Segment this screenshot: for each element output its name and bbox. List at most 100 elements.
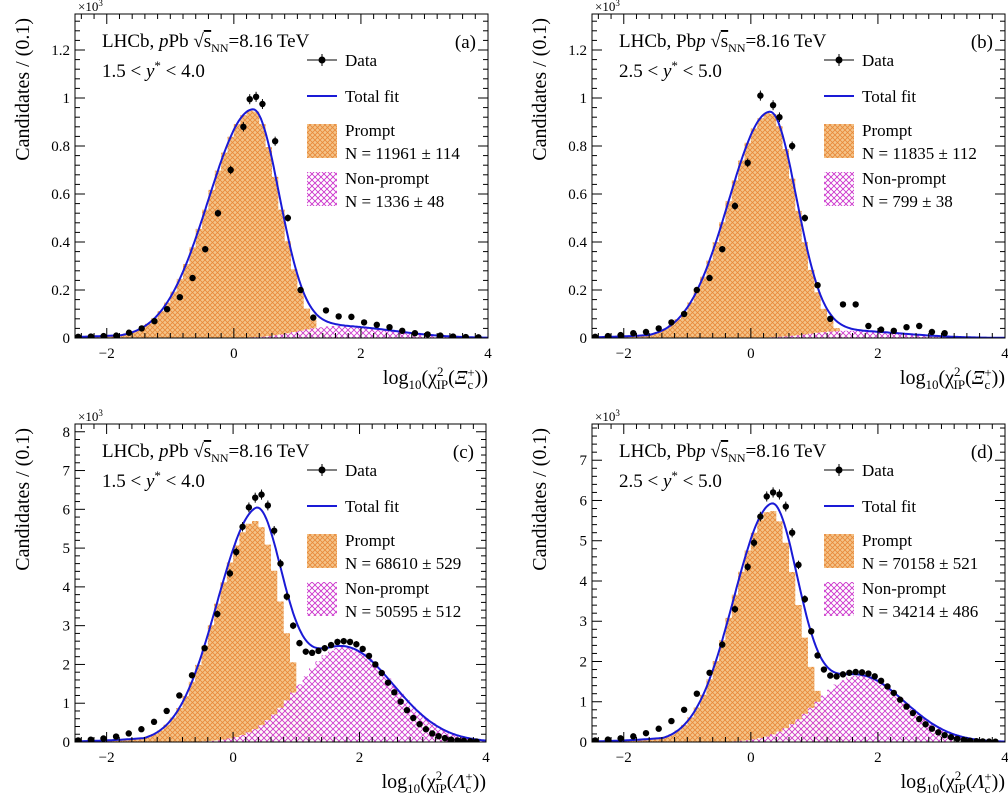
data-point [903, 324, 910, 331]
data-point [769, 102, 777, 109]
y-tick-label: 0.4 [51, 235, 70, 251]
data-point [941, 330, 948, 337]
x-tick-label: 2 [356, 750, 364, 766]
data-point [462, 333, 469, 338]
legend-nonprompt-label: Non-prompt [345, 169, 429, 188]
rapidity-label: 2.5 < y* < 5.0 [619, 58, 722, 82]
legend-nonprompt-yield: N = 1336 ± 48 [345, 192, 444, 211]
y-tick-label: 8 [63, 425, 71, 441]
y-tick-label: 0.6 [568, 187, 587, 203]
data-point [214, 210, 222, 217]
header-line: LHCb, pPb √sNN=8.16 TeV [102, 441, 310, 465]
data-point [360, 319, 368, 326]
data-point [188, 672, 196, 679]
legend-nonprompt-label: Non-prompt [862, 579, 946, 598]
x-tick-label: 4 [1001, 346, 1008, 362]
y-tick-label: 2 [580, 654, 588, 670]
y-tick-label: 1 [580, 695, 588, 711]
data-point [827, 672, 834, 679]
y-tick-label: 0.4 [568, 235, 587, 251]
legend-data-marker [318, 466, 326, 474]
data-point [903, 703, 910, 710]
data-point [865, 322, 872, 330]
data-point [846, 669, 853, 676]
data-point [877, 326, 885, 333]
data-point [935, 729, 942, 736]
data-point [460, 737, 468, 742]
legend-fit-label: Total fit [862, 87, 916, 106]
legend-nonprompt-swatch [307, 582, 337, 616]
x-tick-label: 2 [357, 346, 365, 362]
data-point [966, 737, 974, 742]
legend-nonprompt-label: Non-prompt [345, 579, 429, 598]
data-point [271, 138, 279, 145]
data-point [422, 726, 430, 733]
data-point [909, 709, 917, 717]
x-tick-label: 2 [874, 346, 882, 362]
data-point [617, 735, 624, 742]
y-axis-label: Candidates / (0.1) [12, 428, 34, 571]
legend-prompt-label: Prompt [862, 531, 912, 550]
data-point [992, 738, 999, 742]
data-point [334, 638, 341, 646]
y-tick-label: 0 [63, 735, 71, 751]
y-tick-label: 1.2 [51, 43, 70, 59]
data-point [473, 738, 480, 742]
legend-nonprompt-yield: N = 799 ± 38 [862, 192, 953, 211]
plot-frame [591, 423, 1006, 743]
y-tick-label: 1 [63, 91, 71, 107]
data-point [954, 735, 961, 742]
data-point [308, 649, 316, 657]
y-tick-label: 3 [63, 619, 71, 635]
data-point [795, 561, 802, 569]
data-point [769, 489, 777, 496]
data-point [788, 142, 796, 150]
y-tick-label: 4 [63, 580, 71, 596]
data-point [416, 720, 423, 728]
data-point [604, 332, 612, 338]
data-point [941, 731, 948, 739]
legend-data-label: Data [345, 51, 378, 70]
y-tick-label: 6 [63, 502, 71, 518]
data-point [112, 733, 120, 740]
data-point [782, 503, 789, 510]
panel-d: −2 0 2 4 0 1 2 3 4 5 6 7 ×103 Candidates / (0.1) log10… [529, 408, 1008, 796]
data-point [604, 736, 612, 742]
nonprompt-component [592, 330, 1005, 338]
data-point [719, 246, 726, 253]
legend-prompt-yield: N = 70158 ± 521 [862, 554, 978, 573]
data-point [896, 696, 904, 703]
data-point [75, 333, 82, 338]
x-tick-label: 4 [1001, 750, 1008, 766]
data-point [410, 714, 417, 722]
data-point [321, 644, 328, 652]
data-point [877, 677, 885, 685]
data-point [922, 721, 929, 728]
rapidity-label: 1.5 < y* < 4.0 [102, 468, 205, 492]
data-point [252, 93, 260, 101]
data-point [668, 319, 675, 326]
prompt-component [75, 521, 486, 742]
header-line: LHCb, pPb √sNN=8.16 TeV [102, 31, 310, 55]
legend-data-label: Data [862, 51, 895, 70]
y-axis-label: Candidates / (0.1) [529, 18, 551, 161]
panel-b: −2 0 2 4 0 0.2 0.4 0.6 0.8 1 1.2 ×103 Candidates / (… [529, 0, 1008, 392]
plot-area [75, 489, 486, 742]
data-point [617, 331, 624, 338]
legend-data-label: Data [862, 461, 895, 480]
legend-prompt-label: Prompt [345, 531, 395, 550]
data-point [226, 570, 234, 577]
data-point [928, 725, 936, 732]
legend-prompt-label: Prompt [345, 121, 395, 140]
data-point [890, 689, 898, 697]
data-point [693, 690, 701, 697]
data-point [947, 733, 955, 741]
x-tick-label: 0 [230, 346, 238, 362]
data-point [87, 333, 95, 338]
y-tick-label: 0.2 [568, 283, 587, 299]
data-point [441, 734, 449, 742]
data-point [201, 644, 208, 652]
x-tick-label: 4 [482, 750, 490, 766]
data-point [75, 737, 82, 742]
